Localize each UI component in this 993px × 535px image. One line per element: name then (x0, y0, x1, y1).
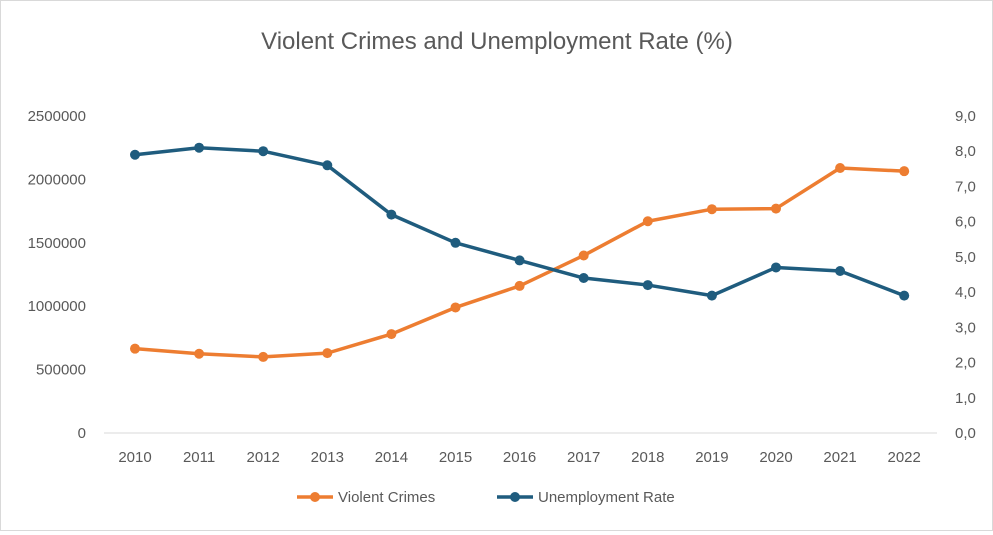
x-tick-label: 2012 (247, 449, 280, 466)
data-point (450, 237, 461, 248)
data-point (899, 290, 910, 301)
right-tick-label: 1,0 (955, 390, 976, 407)
right-tick-label: 3,0 (955, 319, 976, 336)
right-tick-label: 6,0 (955, 214, 976, 231)
data-point (642, 280, 653, 291)
x-tick-label: 2022 (888, 449, 921, 466)
series-group (130, 162, 910, 362)
left-tick-label: 500000 (36, 362, 86, 379)
left-tick-label: 1000000 (28, 298, 86, 315)
x-tick-label: 2013 (311, 449, 344, 466)
legend-label: Violent Crimes (338, 489, 435, 506)
legend-label: Unemployment Rate (538, 489, 675, 506)
left-tick-label: 1500000 (28, 235, 86, 252)
data-point (322, 160, 333, 171)
data-point (130, 343, 140, 354)
data-point (130, 149, 140, 160)
data-point (258, 146, 269, 157)
data-point (194, 142, 205, 153)
data-point (835, 265, 846, 276)
right-tick-label: 4,0 (955, 284, 976, 301)
legend-marker (310, 492, 320, 502)
x-tick-label: 2018 (631, 449, 664, 466)
legend-item: Unemployment Rate (497, 489, 675, 506)
left-axis-tick-labels: 0 500000 1000000 1500000 2000000 2500000 (28, 108, 86, 442)
legend-marker (510, 492, 520, 502)
x-axis-tick-labels: 2010 2011 2012 2013 2014 2015 2016 2017 2018 2019… (118, 449, 921, 466)
left-tick-label: 0 (78, 425, 86, 442)
x-tick-label: 2021 (823, 449, 856, 466)
series-layer (130, 142, 910, 362)
x-tick-label: 2019 (695, 449, 728, 466)
left-tick-label: 2500000 (28, 108, 86, 125)
data-point (899, 166, 910, 177)
right-axis-tick-labels: 0,0 1,0 2,0 3,0 4,0 5,0 6,0 7,0 8,0 9,0 (955, 108, 976, 442)
data-point (514, 280, 525, 291)
series-group (130, 142, 910, 301)
x-tick-label: 2016 (503, 449, 536, 466)
right-tick-label: 7,0 (955, 178, 976, 195)
legend-item: Violent Crimes (297, 489, 435, 506)
data-point (642, 216, 653, 227)
x-tick-label: 2014 (375, 449, 408, 466)
right-tick-label: 2,0 (955, 355, 976, 372)
x-tick-label: 2011 (183, 449, 215, 466)
x-tick-label: 2017 (567, 449, 600, 466)
right-tick-label: 8,0 (955, 143, 976, 160)
chart-title: Violent Crimes and Unemployment Rate (%) (261, 28, 733, 55)
data-point (706, 290, 717, 301)
data-point (578, 273, 589, 284)
series-line (133, 145, 906, 298)
right-tick-label: 9,0 (955, 108, 976, 125)
right-tick-label: 5,0 (955, 249, 976, 266)
data-point (835, 162, 846, 173)
data-point (322, 348, 333, 359)
x-tick-label: 2010 (118, 449, 151, 466)
right-tick-label: 0,0 (955, 425, 976, 442)
data-point (771, 262, 781, 273)
data-point (450, 302, 461, 313)
x-tick-label: 2020 (759, 449, 792, 466)
legend: Violent Crimes Unemployment Rate (297, 489, 675, 506)
data-point (386, 329, 397, 340)
data-point (578, 250, 589, 261)
data-point (706, 204, 717, 215)
data-point (514, 255, 525, 266)
x-tick-label: 2015 (439, 449, 472, 466)
left-tick-label: 2000000 (28, 171, 86, 188)
data-point (386, 209, 397, 220)
data-point (258, 351, 269, 362)
data-point (771, 203, 781, 214)
data-point (194, 348, 205, 359)
